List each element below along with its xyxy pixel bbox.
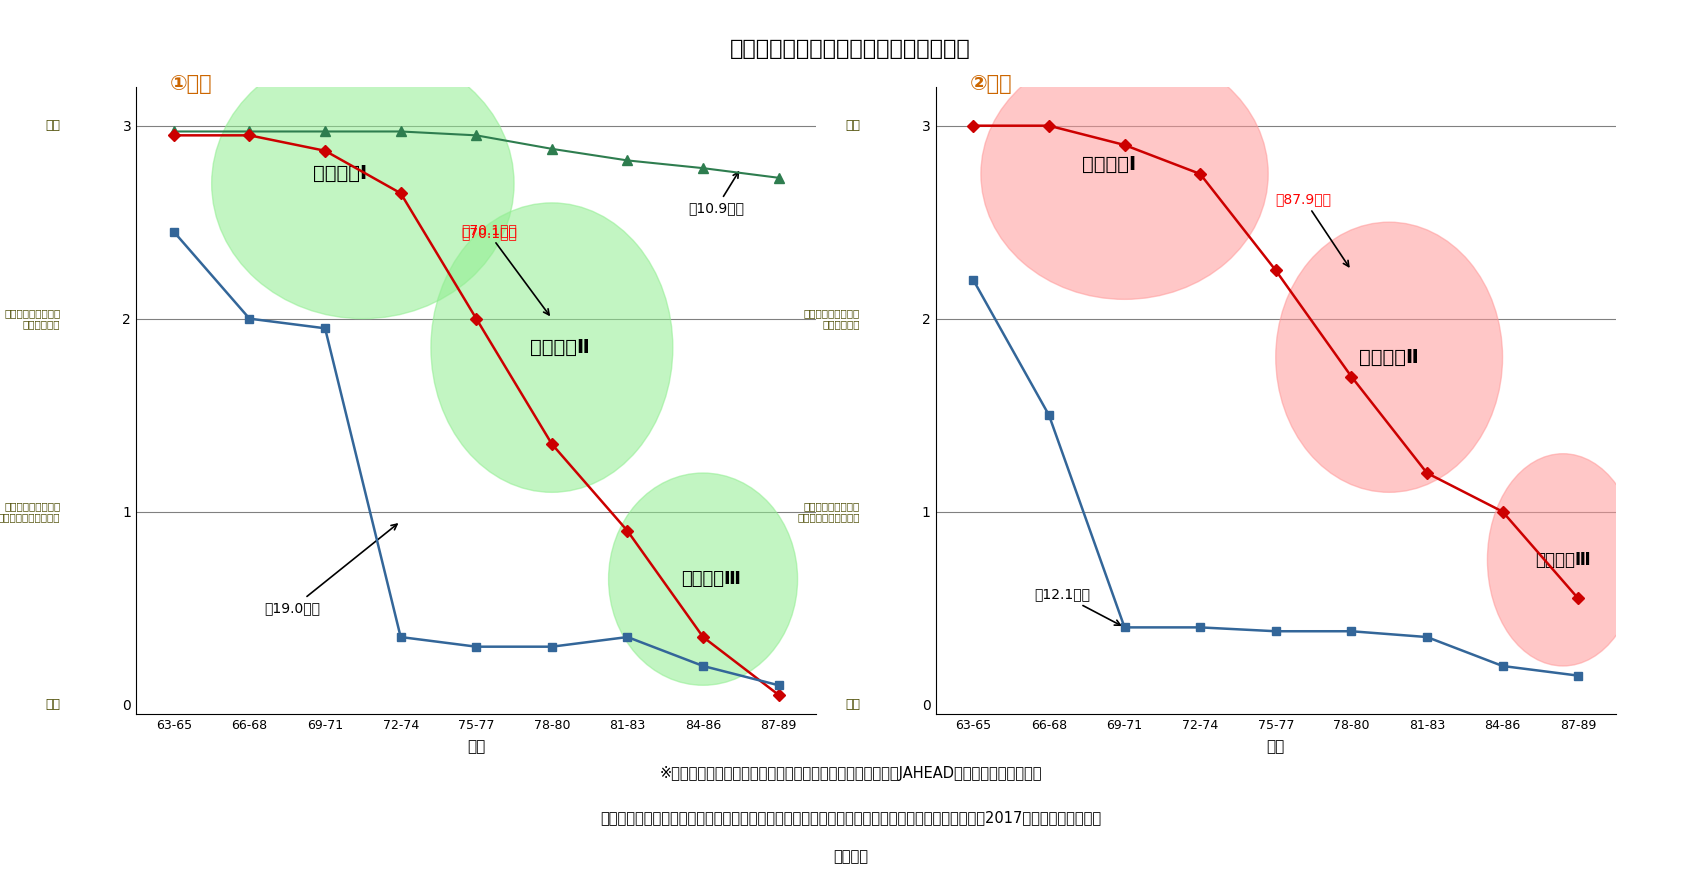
Ellipse shape: [211, 49, 514, 319]
Text: ※加齢に伴う自立度変化パターン～全国高齢者パネル調査（JAHEAD）結果を加工したもの: ※加齢に伴う自立度変化パターン～全国高齢者パネル調査（JAHEAD）結果を加工し…: [660, 766, 1041, 781]
Text: 自立: 自立: [46, 119, 61, 132]
Text: 死亡: 死亡: [845, 698, 861, 711]
Text: 資料：東京大学高齢社会総合研究機構編「東大がつくった高齢社会の教科書」（東京大学出版会、2017年３月）より引用し: 資料：東京大学高齢社会総合研究機構編「東大がつくった高齢社会の教科書」（東京大学…: [600, 810, 1101, 825]
X-axis label: 年齢: 年齢: [468, 739, 485, 754]
Text: ステージⅢ: ステージⅢ: [1536, 550, 1590, 569]
Text: ステージⅢ: ステージⅢ: [680, 571, 740, 588]
Text: ②女性: ②女性: [970, 74, 1012, 94]
Text: ステージⅠ: ステージⅠ: [1082, 155, 1136, 174]
Text: 図表１：高齢期に訪れる３つのステージ: 図表１：高齢期に訪れる３つのステージ: [730, 39, 971, 59]
Text: ステージⅡ: ステージⅡ: [529, 338, 589, 357]
Text: 基本的＆手段的日常
生活動作に援助が必要: 基本的＆手段的日常 生活動作に援助が必要: [798, 501, 861, 523]
Text: （70.1％）: （70.1％）: [461, 226, 549, 315]
Text: 基本的＆手段的日常
生活動作に援助が必要: 基本的＆手段的日常 生活動作に援助が必要: [0, 501, 61, 523]
Text: （87.9％）: （87.9％）: [1276, 192, 1349, 267]
Text: 筆者作成: 筆者作成: [833, 849, 868, 864]
Text: 手段的日常生活動作
に援助が必要: 手段的日常生活動作 に援助が必要: [803, 307, 861, 329]
Ellipse shape: [1487, 454, 1638, 666]
Text: （70.1％）: （70.1％）: [461, 224, 517, 238]
Text: 自立: 自立: [845, 119, 861, 132]
Text: 死亡: 死亡: [46, 698, 61, 711]
Text: ステージⅡ: ステージⅡ: [1359, 348, 1419, 367]
Ellipse shape: [609, 473, 798, 685]
Ellipse shape: [981, 49, 1269, 300]
X-axis label: 年齢: 年齢: [1267, 739, 1284, 754]
Ellipse shape: [430, 203, 674, 492]
Text: ステージⅠ: ステージⅠ: [313, 165, 367, 184]
Text: （12.1％）: （12.1％）: [1034, 587, 1121, 625]
Text: ①男性: ①男性: [170, 74, 213, 94]
Ellipse shape: [1276, 222, 1502, 492]
Text: （19.0％）: （19.0％）: [265, 524, 396, 615]
Text: （10.9％）: （10.9％）: [687, 172, 743, 215]
Text: 手段的日常生活動作
に援助が必要: 手段的日常生活動作 に援助が必要: [3, 307, 61, 329]
